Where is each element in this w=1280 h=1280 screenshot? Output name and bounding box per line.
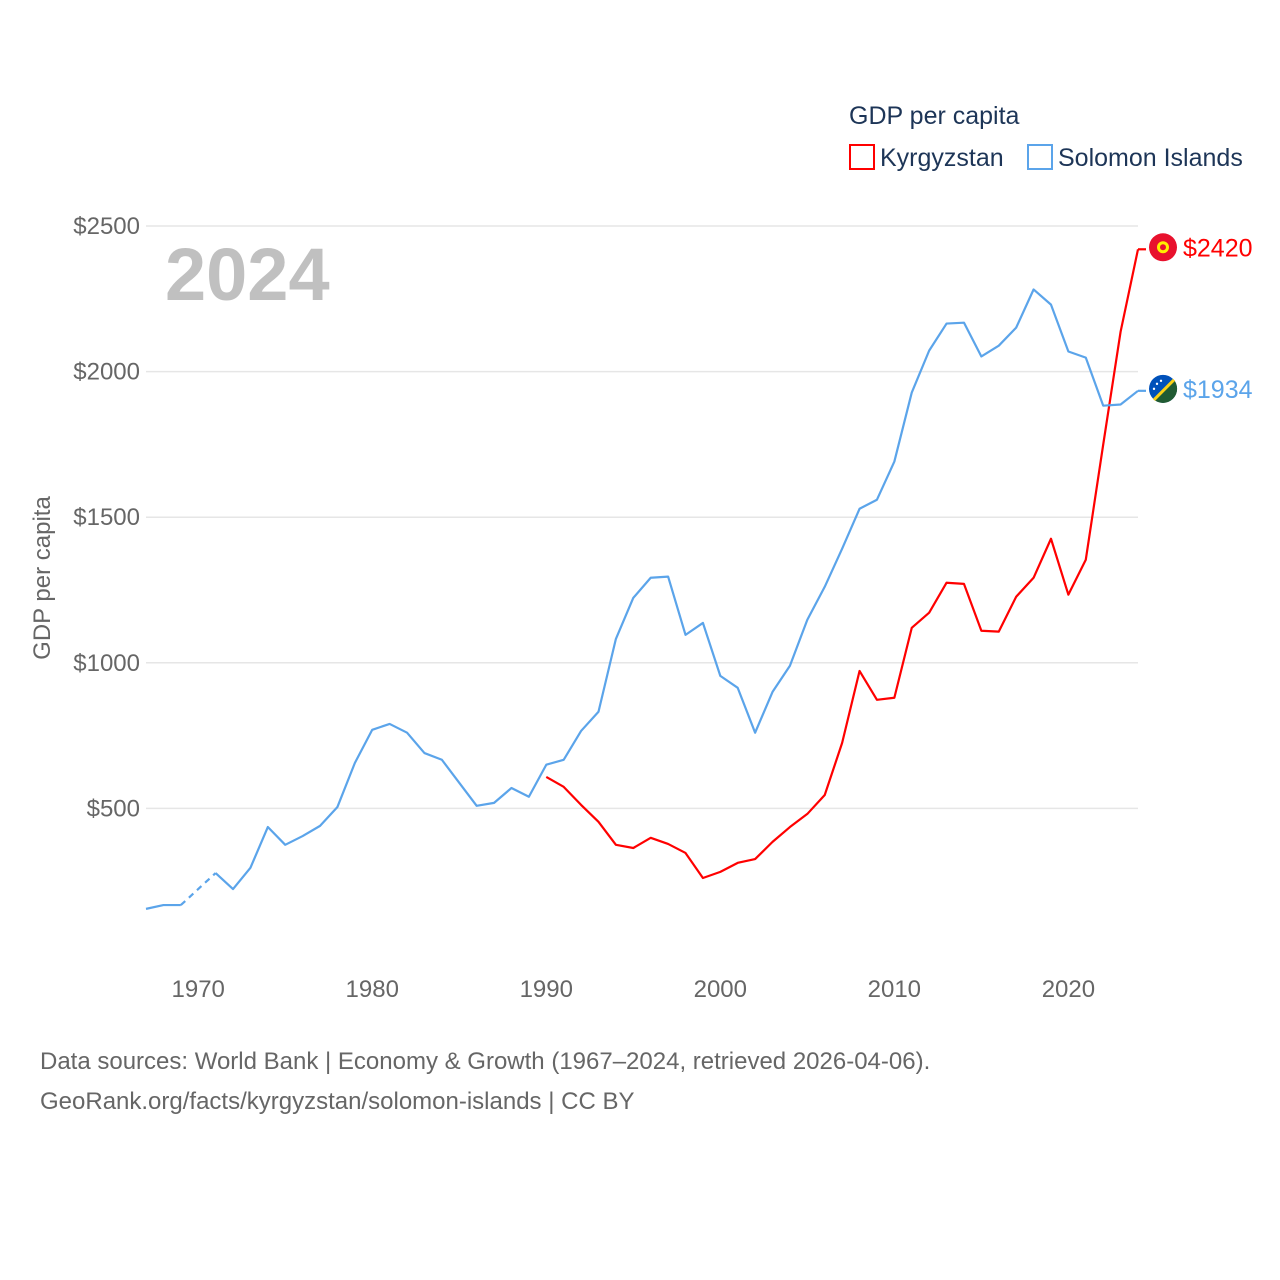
legend: GDP per capita Kyrgyzstan Solomon Island… <box>849 102 1243 172</box>
series-lines <box>145 249 1140 910</box>
gap-solomon-islands <box>180 872 217 906</box>
end-labels: $2420 $1934 <box>1138 233 1253 404</box>
x-axis-ticks: 1970 1980 1990 2000 2010 2020 <box>172 976 1096 1003</box>
x-tick-label: 2020 <box>1042 976 1095 1003</box>
flag-kyrgyzstan-icon <box>1149 233 1177 262</box>
x-tick-label: 1970 <box>172 976 225 1003</box>
legend-swatch-solomon-islands[interactable] <box>1027 144 1053 170</box>
legend-label-kyrgyzstan[interactable]: Kyrgyzstan <box>880 144 1004 172</box>
source-note: Data sources: World Bank | Economy & Gro… <box>40 1042 930 1122</box>
end-label-solomon-islands: $1934 <box>1183 376 1253 404</box>
line-kyrgyzstan[interactable] <box>545 249 1140 880</box>
year-watermark: 2024 <box>165 233 330 316</box>
legend-swatch-kyrgyzstan[interactable] <box>849 144 875 170</box>
line-solomon-islands[interactable] <box>214 288 1139 891</box>
y-axis-label: GDP per capita <box>29 496 56 660</box>
y-tick-label: $2000 <box>73 359 140 386</box>
source-line-1: Data sources: World Bank | Economy & Gro… <box>40 1048 931 1075</box>
y-tick-label: $500 <box>87 795 140 822</box>
legend-label-solomon-islands[interactable]: Solomon Islands <box>1058 144 1243 172</box>
y-tick-label: $1500 <box>73 504 140 531</box>
y-tick-label: $1000 <box>73 650 140 677</box>
x-tick-label: 2000 <box>694 976 747 1003</box>
gridlines <box>146 225 1138 810</box>
x-tick-label: 2010 <box>868 976 921 1003</box>
source-line-2[interactable]: GeoRank.org/facts/kyrgyzstan/solomon-isl… <box>40 1088 635 1115</box>
y-axis-ticks: $500 $1000 $1500 $2000 $2500 <box>73 213 140 822</box>
x-tick-label: 1990 <box>520 976 573 1003</box>
x-tick-label: 1980 <box>346 976 399 1003</box>
end-label-kyrgyzstan: $2420 <box>1183 234 1253 262</box>
legend-title: GDP per capita <box>849 102 1020 130</box>
flag-solomon-islands-icon <box>1149 374 1178 403</box>
line-solomon-islands[interactable] <box>145 903 181 910</box>
y-tick-label: $2500 <box>73 213 140 240</box>
